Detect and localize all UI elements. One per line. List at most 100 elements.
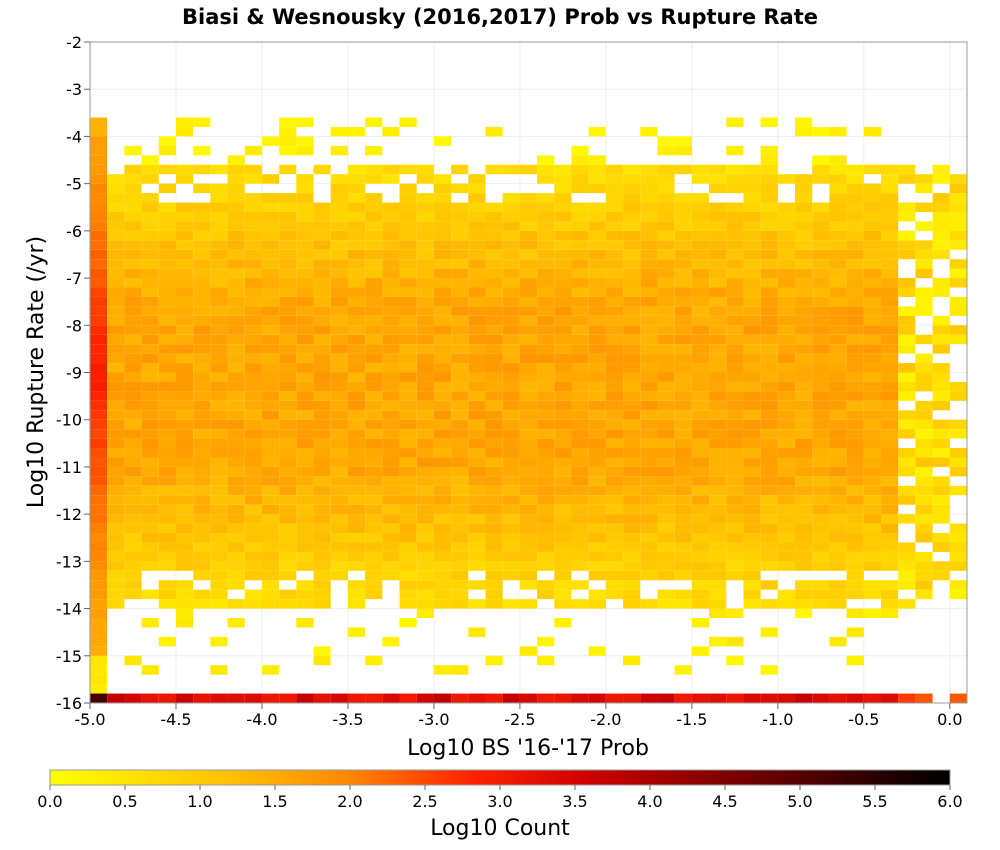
heatmap-cell — [107, 353, 125, 364]
heatmap-cell — [210, 448, 228, 458]
heatmap-cell — [433, 476, 452, 486]
heatmap-cell — [347, 183, 366, 194]
heatmap-cell — [365, 533, 383, 543]
heatmap-cell — [777, 381, 796, 392]
heatmap-cell — [193, 476, 211, 486]
heatmap-cell — [347, 259, 366, 269]
heatmap-cell — [227, 240, 245, 250]
heatmap-cell — [537, 306, 555, 316]
colorbar-ticks: 0.0 0.5 1.0 1.5 2.0 2.5 3.0 3.5 4.0 4.5 5.0 5.5 6.0 — [37, 785, 963, 811]
heatmap-cell — [863, 278, 882, 288]
heatmap-cell — [657, 551, 675, 562]
heatmap-cell — [709, 533, 727, 543]
heatmap-cell — [915, 533, 933, 543]
heatmap-cell — [863, 542, 882, 552]
heatmap-cell — [227, 523, 245, 534]
heatmap-cell — [90, 372, 108, 382]
heatmap-cell — [519, 268, 538, 279]
heatmap-cell — [537, 268, 555, 279]
heatmap-cell — [846, 693, 864, 703]
heatmap-cell — [107, 306, 125, 316]
heatmap-cell — [726, 221, 744, 231]
heatmap-cell — [90, 570, 108, 581]
heatmap-cell — [485, 306, 503, 316]
heatmap-cell — [90, 183, 108, 194]
heatmap-cell — [554, 174, 572, 184]
heatmap-cell — [726, 211, 744, 222]
heatmap-cell — [433, 325, 452, 335]
heatmap-cell — [399, 580, 417, 590]
heatmap-cell — [571, 145, 589, 156]
heatmap-cell — [623, 410, 641, 420]
heatmap-cell — [382, 230, 400, 241]
heatmap-cell — [124, 372, 142, 382]
heatmap-cell — [365, 325, 383, 335]
heatmap-cell — [468, 429, 486, 439]
heatmap-cell — [382, 268, 400, 279]
heatmap-cell — [124, 278, 142, 288]
heatmap-cell — [296, 523, 314, 534]
heatmap-cell — [485, 278, 503, 288]
heatmap-cell — [863, 221, 882, 231]
heatmap-cell — [519, 381, 538, 392]
heatmap-cell — [949, 230, 967, 241]
heatmap-cell — [640, 268, 658, 279]
heatmap-cell — [571, 278, 589, 288]
heatmap-cell — [193, 419, 211, 430]
heatmap-cell — [210, 353, 228, 364]
heatmap-cell — [571, 551, 589, 562]
heatmap-cell — [623, 466, 641, 477]
heatmap-cell — [296, 278, 314, 288]
heatmap-cell — [777, 353, 796, 364]
heatmap-cell — [382, 438, 400, 449]
heatmap-cell — [193, 495, 211, 505]
heatmap-cell — [743, 230, 761, 241]
heatmap-cell — [244, 249, 262, 260]
heatmap-cell — [760, 145, 778, 156]
heatmap-cell — [365, 315, 383, 326]
heatmap-cell — [829, 126, 847, 137]
heatmap-cell — [502, 551, 520, 562]
heatmap-cell — [795, 202, 813, 212]
heatmap-cell — [347, 315, 366, 326]
heatmap-cell — [881, 325, 899, 335]
heatmap-cell — [279, 570, 297, 581]
heatmap-cell — [433, 372, 452, 382]
heatmap-cell — [244, 448, 262, 458]
heatmap-cell — [399, 344, 417, 354]
heatmap-cell — [330, 221, 348, 231]
heatmap-cell — [296, 334, 314, 345]
heatmap-cell — [365, 117, 383, 127]
heatmap-cell — [657, 391, 675, 401]
heatmap-cell — [949, 429, 967, 439]
heatmap-cell — [279, 504, 297, 515]
heatmap-cell — [554, 419, 572, 430]
heatmap-cell — [846, 391, 864, 401]
heatmap-cell — [451, 466, 469, 477]
heatmap-cell — [898, 693, 916, 703]
heatmap-cell — [588, 296, 606, 307]
heatmap-cell — [571, 514, 589, 524]
heatmap-cell — [554, 372, 572, 382]
heatmap-cell — [313, 259, 331, 269]
heatmap-cell — [537, 381, 555, 392]
heatmap-cell — [141, 372, 159, 382]
heatmap-cell — [124, 476, 142, 486]
heatmap-cell — [554, 221, 572, 231]
heatmap-cell — [898, 429, 916, 439]
heatmap-cell — [898, 211, 916, 222]
heatmap-cell — [657, 174, 675, 184]
heatmap-cell — [537, 561, 555, 571]
heatmap-cell — [124, 391, 142, 401]
heatmap-cell — [296, 174, 314, 184]
heatmap-cell — [158, 296, 176, 307]
heatmap-cell — [605, 693, 624, 703]
heatmap-cell — [657, 476, 675, 486]
heatmap-cell — [313, 570, 331, 581]
heatmap-cell — [537, 287, 555, 297]
heatmap-cell — [399, 164, 417, 175]
heatmap-cell — [210, 381, 228, 392]
heatmap-cell — [537, 495, 555, 505]
heatmap-cell — [365, 306, 383, 316]
heatmap-cell — [623, 561, 641, 571]
